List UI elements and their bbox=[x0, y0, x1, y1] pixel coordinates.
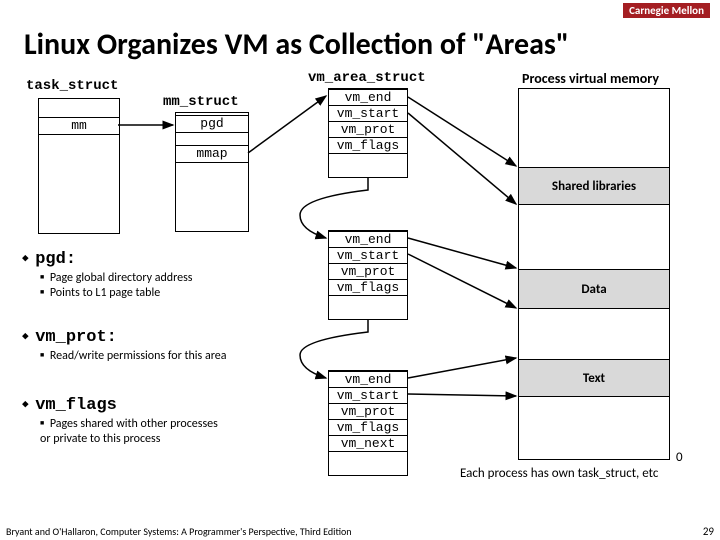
seg-text: Text bbox=[519, 359, 669, 397]
vma2-flags: vm_flags bbox=[328, 279, 408, 296]
vma2-start: vm_start bbox=[328, 247, 408, 264]
vma3-next: vm_next bbox=[328, 435, 408, 452]
vma3-prot: vm_prot bbox=[328, 403, 408, 420]
vma3-end: vm_end bbox=[328, 371, 408, 388]
memory-column: Shared libraries Data Text bbox=[518, 88, 670, 460]
zero-label: 0 bbox=[676, 450, 683, 465]
bitem-pgd-0: Page global directory address bbox=[40, 271, 262, 286]
bullets-vmflags: vm_flags Pages shared with other process… bbox=[32, 396, 262, 447]
field-mm: mm bbox=[38, 117, 120, 135]
bullets-pgd: pgd: Page global directory address Point… bbox=[32, 250, 262, 301]
header-bar: Carnegie Mellon bbox=[0, 0, 720, 22]
vma2-prot: vm_prot bbox=[328, 263, 408, 280]
footer-text: Bryant and O'Hallaron, Computer Systems:… bbox=[6, 525, 352, 538]
caption-each-process: Each process has own task_struct, etc bbox=[460, 466, 658, 481]
vma2-end: vm_end bbox=[328, 231, 408, 248]
bullets-vmprot: vm_prot: Read/write permissions for this… bbox=[32, 328, 262, 364]
label-proc-vm: Process virtual memory bbox=[522, 70, 659, 87]
page-number: 29 bbox=[703, 525, 714, 538]
field-pgd: pgd bbox=[175, 115, 249, 133]
vma1-prot: vm_prot bbox=[328, 121, 408, 138]
vma3-flags: vm_flags bbox=[328, 419, 408, 436]
bhead-pgd: pgd: bbox=[22, 250, 262, 269]
org-tag: Carnegie Mellon bbox=[623, 3, 710, 18]
label-mm-struct: mm_struct bbox=[163, 94, 239, 110]
label-vm-area-struct: vm_area_struct bbox=[308, 70, 426, 86]
vma3-start: vm_start bbox=[328, 387, 408, 404]
caption-text: Each process has own task_struct, etc bbox=[460, 466, 658, 481]
vma1-flags: vm_flags bbox=[328, 137, 408, 154]
vma1-end: vm_end bbox=[328, 89, 408, 106]
vma1-start: vm_start bbox=[328, 105, 408, 122]
bitem-vmflags-0: Pages shared with other processes or pri… bbox=[40, 417, 230, 447]
bitem-pgd-1: Points to L1 page table bbox=[40, 286, 262, 301]
vma-box-2: vm_end vm_start vm_prot vm_flags bbox=[328, 230, 408, 320]
diagram-stage: task_struct mm_struct vm_area_struct Pro… bbox=[0, 70, 720, 520]
page-title: Linux Organizes VM as Collection of "Are… bbox=[0, 22, 720, 63]
bhead-vmflags: vm_flags bbox=[22, 396, 262, 415]
bhead-vmprot: vm_prot: bbox=[22, 328, 262, 347]
vma-box-3: vm_end vm_start vm_prot vm_flags vm_next bbox=[328, 370, 408, 476]
field-mmap: mmap bbox=[175, 145, 249, 163]
task-struct-box: mm bbox=[38, 98, 120, 234]
vma-box-1: vm_end vm_start vm_prot vm_flags bbox=[328, 88, 408, 178]
seg-data: Data bbox=[519, 269, 669, 309]
mm-struct-box: pgd mmap bbox=[175, 112, 249, 232]
label-task-struct: task_struct bbox=[26, 78, 118, 94]
seg-shared: Shared libraries bbox=[519, 167, 669, 205]
bitem-vmprot-0: Read/write permissions for this area bbox=[40, 349, 230, 364]
